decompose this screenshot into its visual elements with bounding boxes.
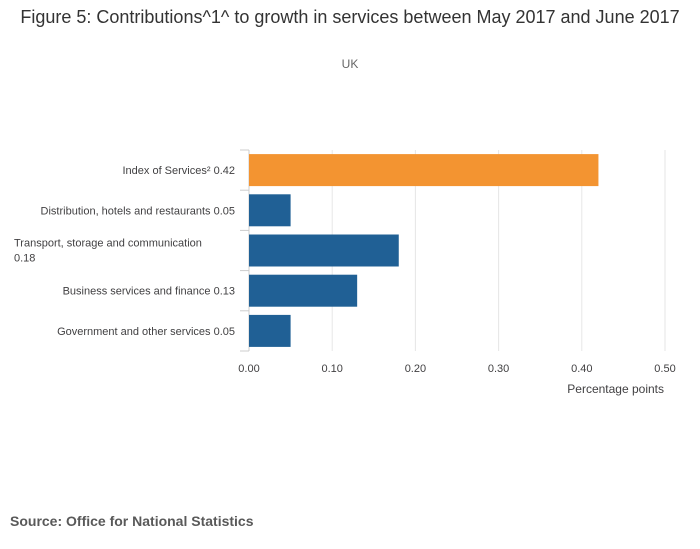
category-label: Government and other services 0.05 [57, 326, 235, 338]
source-note: Source: Office for National Statistics [10, 513, 254, 529]
category-label: Index of Services² 0.42 [122, 165, 235, 177]
bars [249, 154, 599, 347]
x-axis-ticks: 0.00 0.10 0.20 0.30 0.40 0.50 [238, 363, 675, 375]
bar [249, 194, 291, 227]
x-axis-title: Percentage points [567, 382, 664, 396]
x-tick-label: 0.00 [238, 363, 259, 375]
x-tick-label: 0.50 [654, 363, 675, 375]
bar [249, 234, 399, 267]
category-labels: Index of Services² 0.42 Distribution, hot… [14, 165, 235, 338]
chart-subtitle: UK [341, 57, 359, 71]
bar [249, 314, 291, 347]
bar [249, 154, 599, 187]
x-tick-label: 0.40 [571, 363, 592, 375]
x-tick-label: 0.10 [321, 363, 342, 375]
category-label: Transport, storage and communication [14, 238, 202, 250]
x-tick-label: 0.30 [488, 363, 509, 375]
category-label: Distribution, hotels and restaurants 0.0… [41, 205, 235, 217]
bar [249, 274, 358, 307]
x-tick-label: 0.20 [405, 363, 426, 375]
chart-title: Figure 5: Contributions^1^ to growth in … [20, 7, 680, 27]
y-axis [240, 149, 250, 352]
category-label: 0.18 [14, 253, 35, 265]
category-label: Business services and finance 0.13 [63, 286, 235, 298]
